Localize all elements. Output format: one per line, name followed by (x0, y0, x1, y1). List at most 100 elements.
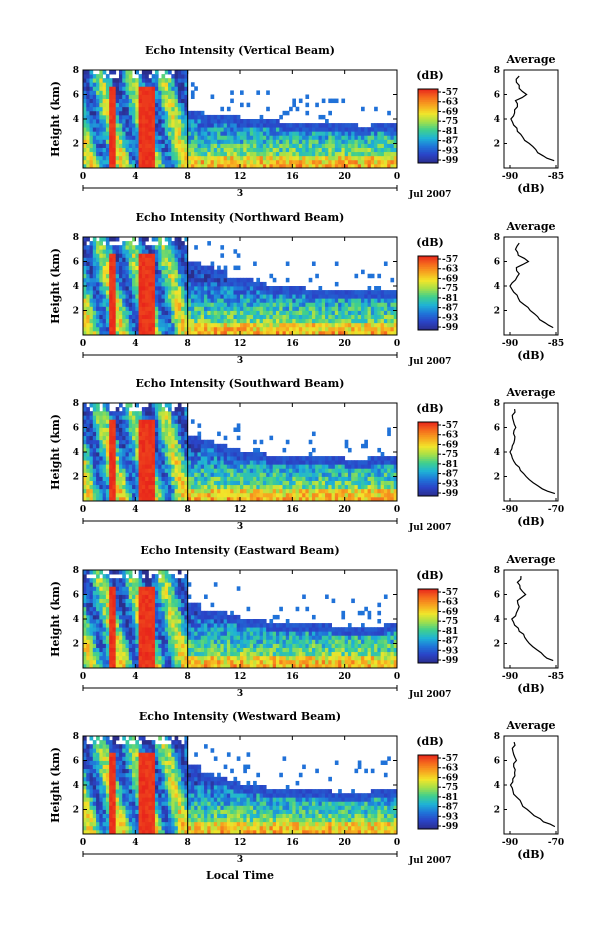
heatmap-cell (361, 318, 365, 324)
heatmap-cell (207, 496, 211, 502)
heatmap-cell (272, 294, 277, 299)
heatmap-cell (321, 127, 326, 132)
heatmap-cell (105, 423, 110, 428)
heatmap-cell (380, 468, 385, 473)
heatmap-cell (96, 456, 100, 461)
heatmap-cell (89, 123, 94, 128)
heatmap-cell (328, 310, 332, 315)
heatmap-cell (213, 163, 218, 169)
heatmap-cell (226, 460, 231, 465)
heatmap-cell (151, 464, 156, 469)
heatmap-cell (138, 82, 143, 87)
heatmap-cell (240, 290, 244, 295)
heatmap-cell (383, 456, 388, 461)
heatmap-cell (370, 472, 375, 477)
heatmap-cell (118, 492, 123, 498)
heatmap-cell (102, 143, 107, 148)
heatmap-cell (344, 123, 349, 128)
heatmap-cell (112, 310, 117, 315)
heatmap-cell (334, 314, 339, 320)
heatmap-cell (331, 147, 336, 153)
heatmap-cell (383, 310, 388, 315)
heatmap-cell (207, 452, 211, 457)
heatmap-cell (118, 330, 123, 336)
heatmap-cell (92, 403, 97, 408)
heatmap-cell (148, 94, 153, 99)
heatmap-cell (158, 159, 162, 165)
heatmap-cell (128, 286, 133, 291)
panel-title: Echo Intensity (Southward Beam) (136, 377, 345, 390)
heatmap-cell (187, 155, 192, 161)
heatmap-cell (86, 127, 90, 132)
heatmap-cell (86, 302, 90, 307)
heatmap-cell (387, 427, 391, 432)
heatmap-cell (226, 123, 231, 128)
heatmap-cell (99, 273, 104, 279)
heatmap-cell (298, 480, 303, 486)
heatmap-cell (181, 419, 185, 424)
heatmap-cell (92, 286, 97, 291)
y-axis-label: Height (km) (49, 248, 62, 324)
heatmap-cell (197, 322, 202, 328)
heatmap-cell (83, 110, 87, 116)
heatmap-cell (158, 277, 162, 283)
heatmap-cell (220, 468, 225, 473)
heatmap-cell (207, 265, 211, 271)
heatmap-cell (115, 492, 120, 498)
heatmap-cell (145, 427, 149, 432)
heatmap-cell (132, 151, 136, 157)
heatmap-cell (344, 496, 349, 502)
heatmap-cell (102, 159, 107, 165)
heatmap-cell (217, 447, 221, 453)
heatmap-cell (105, 253, 110, 258)
heatmap-cell (213, 496, 218, 502)
heatmap-cell (275, 159, 280, 165)
heatmap-cell (132, 253, 136, 258)
heatmap-cell (207, 443, 211, 449)
heatmap-cell (99, 106, 104, 112)
heatmap-cell (305, 492, 310, 498)
heatmap-cell (151, 123, 156, 128)
heatmap-cell (344, 314, 349, 320)
heatmap-cell (298, 155, 303, 161)
heatmap-cell (128, 306, 133, 311)
heatmap-cell (338, 139, 342, 144)
heatmap-cell (308, 460, 313, 465)
heatmap-cell (236, 290, 241, 295)
heatmap-cell (184, 419, 189, 424)
heatmap-cell (128, 245, 133, 250)
heatmap-cell (109, 452, 113, 457)
heatmap-cell (207, 269, 211, 275)
heatmap-cell (367, 476, 372, 481)
heatmap-cell (138, 249, 143, 254)
heatmap-cell (197, 139, 202, 144)
heatmap-cell (181, 290, 185, 295)
heatmap-cell (164, 464, 169, 469)
heatmap-cell (141, 114, 146, 120)
heatmap-cell (158, 102, 162, 108)
heatmap-cell (334, 322, 339, 328)
heatmap-cell (344, 163, 349, 169)
heatmap-cell (122, 460, 126, 465)
heatmap-cell (141, 439, 146, 445)
heatmap-cell (102, 302, 107, 307)
heatmap-cell (295, 159, 300, 165)
heatmap-cell (311, 155, 316, 161)
heatmap-cell (171, 464, 175, 469)
heatmap-cell (204, 151, 208, 157)
heatmap-cell (351, 143, 355, 148)
heatmap-cell (164, 488, 169, 494)
heatmap-cell (168, 90, 172, 95)
heatmap-cell (325, 468, 329, 473)
heatmap-cell (341, 468, 346, 473)
heatmap-cell (109, 265, 113, 271)
heatmap-cell (102, 86, 107, 91)
heatmap-cell (125, 277, 130, 283)
heatmap-cell (105, 281, 110, 287)
heatmap-cell (125, 74, 130, 79)
heatmap-cell (200, 139, 205, 144)
heatmap-cell (158, 472, 162, 477)
heatmap-cell (269, 476, 274, 481)
heatmap-cell (361, 443, 365, 449)
heatmap-cell (383, 298, 388, 303)
